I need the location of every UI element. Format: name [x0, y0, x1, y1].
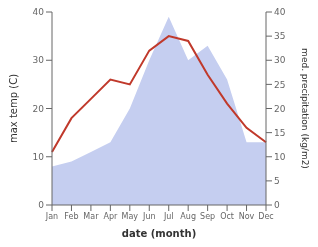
svg-text:30: 30 [274, 55, 286, 65]
svg-text:40: 40 [274, 7, 286, 17]
svg-text:Nov: Nov [239, 212, 255, 221]
svg-text:Feb: Feb [64, 212, 78, 221]
svg-text:Oct: Oct [220, 212, 234, 221]
svg-text:0: 0 [38, 200, 44, 210]
svg-text:Dec: Dec [258, 212, 273, 221]
svg-text:Jan: Jan [45, 212, 58, 221]
svg-text:Apr: Apr [103, 212, 118, 221]
svg-text:May: May [122, 212, 139, 221]
svg-text:Aug: Aug [180, 212, 196, 221]
svg-text:5: 5 [274, 176, 280, 186]
svg-text:25: 25 [274, 80, 285, 90]
svg-text:0: 0 [274, 200, 280, 210]
svg-text:Sep: Sep [200, 212, 215, 221]
svg-text:10: 10 [33, 152, 45, 162]
svg-text:Mar: Mar [83, 212, 99, 221]
svg-text:Jul: Jul [163, 212, 174, 221]
svg-text:40: 40 [33, 7, 45, 17]
svg-text:date (month): date (month) [122, 228, 196, 239]
svg-text:35: 35 [274, 31, 285, 41]
svg-text:20: 20 [33, 104, 45, 114]
svg-text:Jun: Jun [142, 212, 156, 221]
svg-text:10: 10 [274, 152, 286, 162]
svg-text:20: 20 [274, 104, 286, 114]
svg-text:med. precipitation (kg/m2): med. precipitation (kg/m2) [300, 48, 310, 169]
svg-text:15: 15 [274, 128, 285, 138]
svg-text:max temp (C): max temp (C) [8, 74, 19, 143]
svg-text:30: 30 [33, 55, 45, 65]
